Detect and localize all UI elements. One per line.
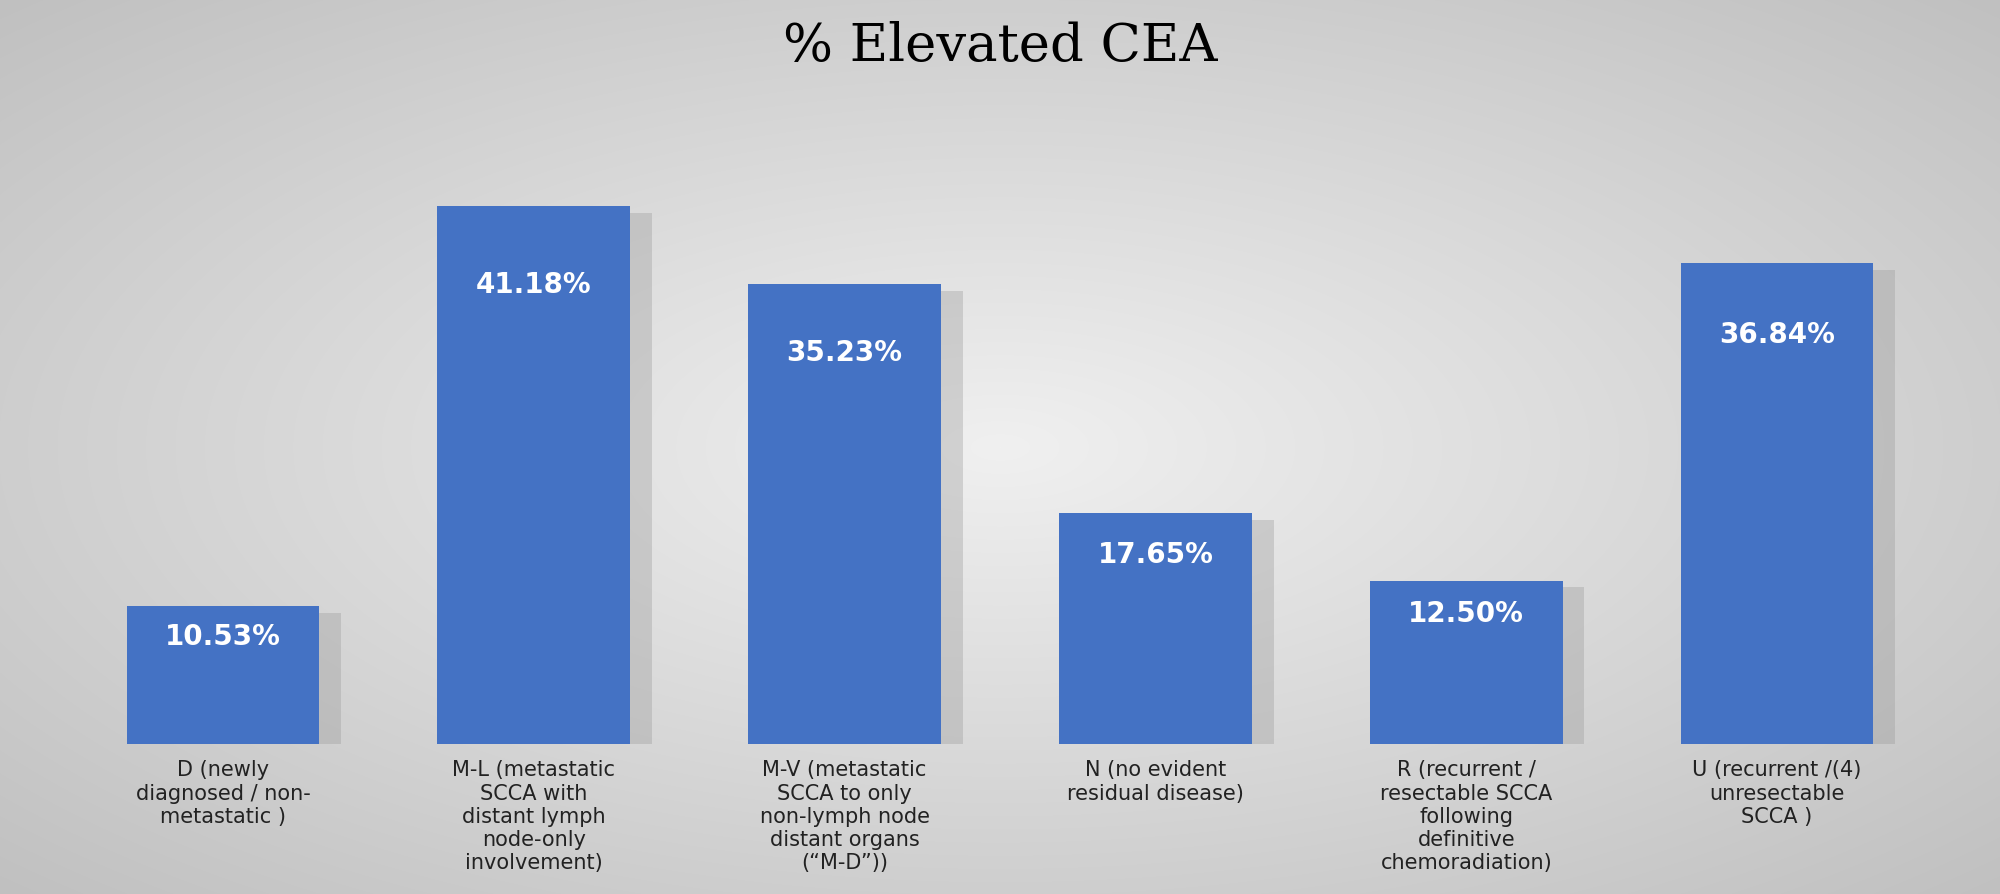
Bar [1680,263,1874,744]
Title: % Elevated CEA: % Elevated CEA [782,21,1218,72]
Text: 35.23%: 35.23% [786,339,902,367]
Bar [1370,580,1562,744]
Text: 10.53%: 10.53% [164,623,280,651]
Text: 17.65%: 17.65% [1098,541,1214,569]
Bar [748,284,940,744]
Bar [1060,513,1252,744]
Bar [148,613,342,750]
Text: 36.84%: 36.84% [1720,321,1836,349]
Bar [770,291,962,750]
Text: 41.18%: 41.18% [476,271,592,299]
Bar [438,207,630,744]
Bar [460,213,652,750]
Bar [1702,270,1896,750]
Bar [126,606,320,744]
Text: 12.50%: 12.50% [1408,600,1524,628]
Bar [1392,587,1584,750]
Bar [1080,520,1274,750]
